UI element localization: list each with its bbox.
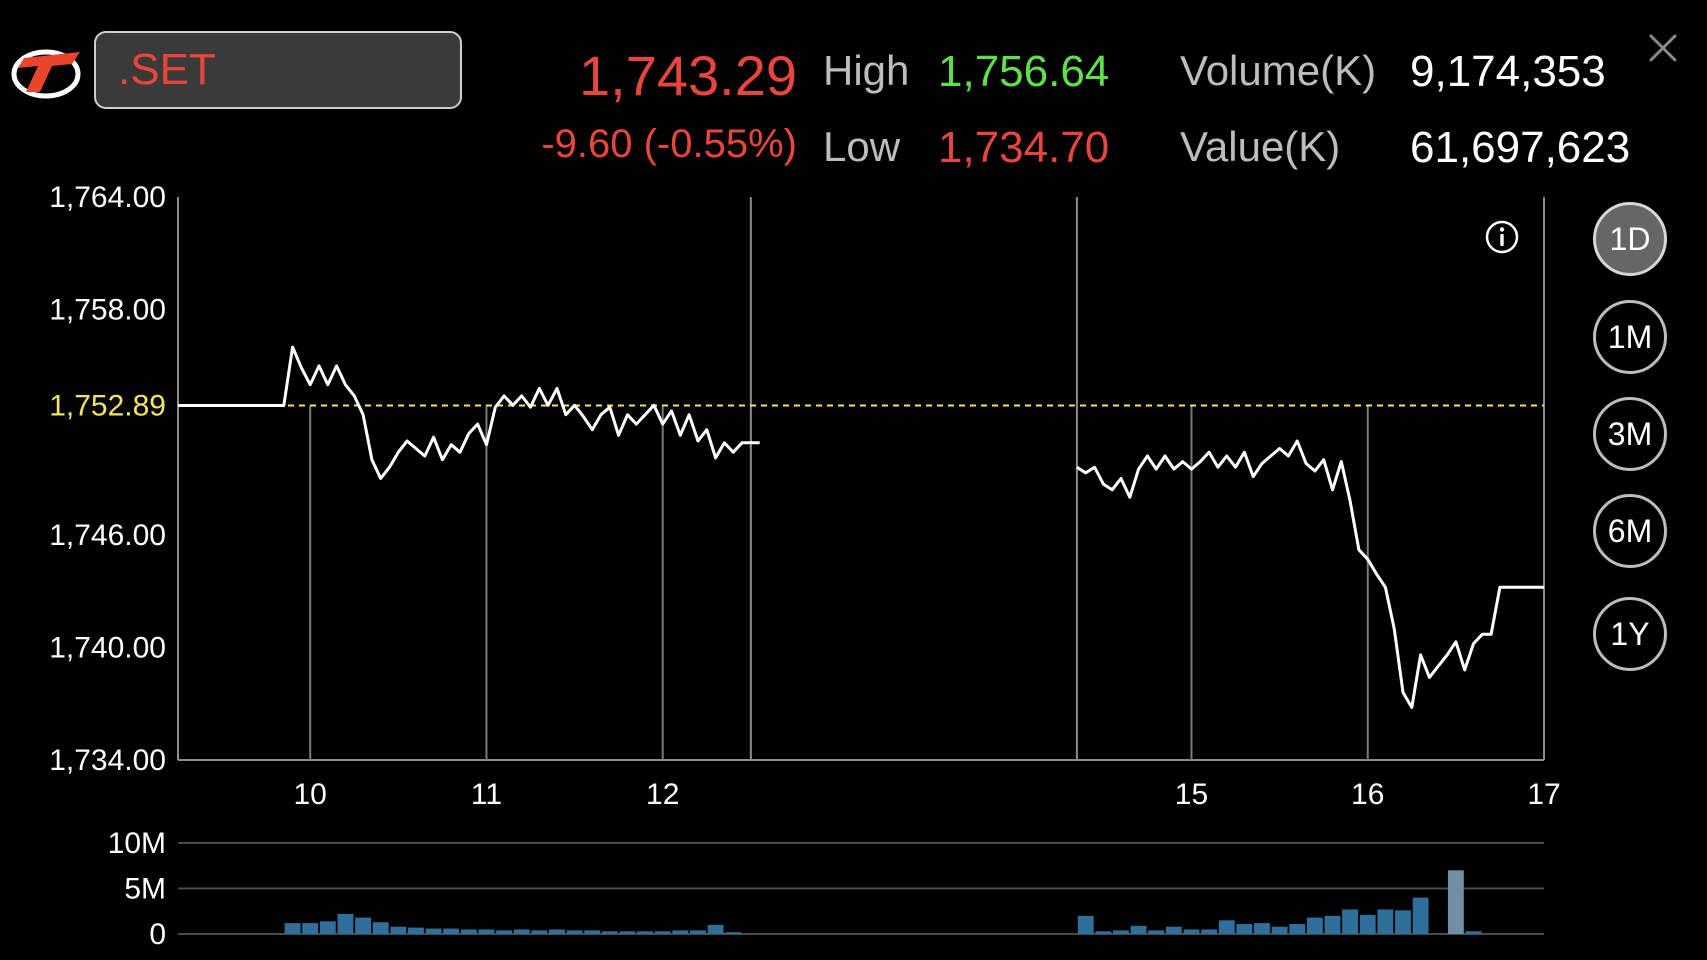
volume-bar [1289,923,1306,934]
volume-bar [1395,910,1411,934]
close-icon[interactable] [1645,30,1681,66]
volume-bar [654,931,671,934]
volume-bar [601,931,618,934]
volume-bar [372,922,389,934]
x-tick-label: 15 [1175,778,1208,811]
volume-bar [1465,931,1482,934]
value-value: 61,697,623 [1410,123,1631,172]
volume-bar [1095,931,1112,934]
volume-bar [672,930,689,934]
range-button-3m[interactable]: 3M [1593,397,1667,471]
x-tick-label: 12 [646,778,679,811]
volume-bar [1254,923,1270,934]
volume-bar [619,931,636,934]
range-button-1d[interactable]: 1D [1593,202,1667,276]
high-label: High [823,47,910,94]
volume-bar [549,929,565,934]
volume-bar [531,930,548,934]
x-tick-label: 17 [1527,778,1560,811]
low-value: 1,734.70 [938,123,1110,172]
y-tick-label: 1,764.00 [49,181,166,214]
volume-tick-label: 0 [149,918,166,951]
price-line-afternoon [1076,439,1544,709]
volume-bar [1113,930,1129,934]
volume-bar [1359,914,1376,934]
volume-bar [1324,915,1341,934]
volume-bar [513,929,530,934]
volume-bar [337,913,354,934]
volume-bar [478,929,495,934]
volume-tick-label: 10M [108,827,166,860]
volume-bar [1148,930,1165,934]
range-label: 6M [1607,512,1653,549]
x-tick-label: 11 [471,778,502,811]
volume-bar [690,930,706,934]
volume-bar [355,917,372,934]
x-tick-label: 16 [1351,778,1384,811]
volume-bar [284,923,301,934]
volume-bar [1412,897,1429,934]
volume-bar [1201,929,1218,934]
volume-bar [425,928,442,934]
price-line-morning [178,345,760,480]
low-label: Low [823,123,901,170]
y-tick-label: 1,734.00 [49,744,166,777]
volume-tick-label: 5M [124,873,166,906]
volume-bar [584,930,601,934]
volume-bar [302,923,319,934]
volume-bar [637,931,654,934]
volume-bar [725,932,742,934]
range-button-1m[interactable]: 1M [1593,300,1667,374]
range-label: 1M [1607,318,1653,355]
x-tick-label: 10 [294,778,327,811]
volume-bar [1165,926,1182,934]
volume-bar [1306,917,1323,934]
y-tick-label: 1,746.00 [49,519,166,552]
last-price: 1,743.29 [579,44,797,107]
volume-bar [408,927,424,934]
volume-bar [1447,870,1464,934]
brand-logo [11,49,81,99]
volume-bar [1271,926,1288,934]
symbol-text: .SET [118,45,216,94]
volume-bar [390,926,407,934]
range-button-1y[interactable]: 1Y [1593,597,1667,671]
y-tick-label: 1,758.00 [49,294,166,327]
volume-bar [1218,920,1235,934]
range-label: 3M [1607,415,1653,452]
price-change: -9.60 (-0.55%) [541,122,797,166]
range-label: 1Y [1610,615,1650,652]
range-label: 1D [1609,220,1651,257]
y-tick-label: 1,740.00 [49,631,166,664]
volume-value: 9,174,353 [1410,47,1606,96]
volume-bar [1236,923,1253,934]
volume-bar [496,930,513,934]
volume-bar [1077,915,1094,934]
symbol-input[interactable]: .SET [94,31,462,109]
volume-bar [566,930,583,934]
reference-label: 1,752.89 [49,389,166,422]
high-value: 1,756.64 [938,47,1110,96]
range-button-6m[interactable]: 6M [1593,494,1667,568]
volume-label: Volume(K) [1180,47,1377,94]
volume-bar [1342,909,1359,934]
volume-bar [460,929,477,934]
volume-bar [443,928,460,934]
volume-bar [1130,925,1147,934]
volume-bar [707,924,724,934]
volume-bar [1183,929,1200,934]
info-icon[interactable] [1484,219,1520,255]
volume-bar [319,921,336,934]
volume-bar [1377,909,1394,934]
value-label: Value(K) [1180,123,1341,170]
